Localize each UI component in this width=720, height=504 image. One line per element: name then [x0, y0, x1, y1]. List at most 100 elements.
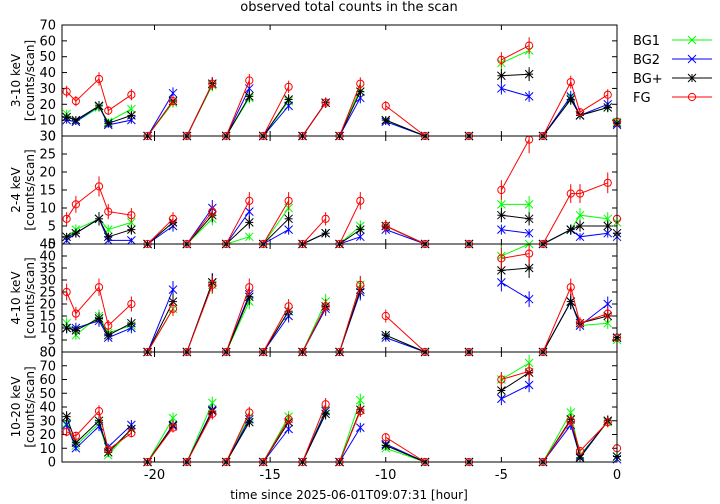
data-point [381, 311, 390, 321]
y-tick-label: 20 [39, 98, 56, 113]
data-point [103, 330, 113, 340]
data-point [94, 182, 104, 191]
series-line [147, 100, 174, 137]
data-point [603, 221, 613, 231]
data-point [575, 189, 585, 198]
data-point [497, 254, 506, 263]
data-point [321, 228, 330, 238]
data-point [103, 118, 113, 128]
data-point [525, 367, 534, 376]
data-point [355, 225, 365, 234]
legend-marker [687, 54, 697, 64]
series-line [225, 412, 250, 463]
y-tick-label: 70 [39, 19, 56, 34]
y-tick-label: 30 [39, 82, 56, 97]
y-axis-label: 3-10 keV[counts/scan] [9, 40, 37, 121]
series-line [302, 404, 327, 463]
panel-frame [61, 351, 618, 463]
series-line [542, 214, 608, 245]
series-line [225, 211, 250, 245]
data-point [127, 218, 136, 227]
series-line [262, 105, 289, 137]
data-point [575, 210, 585, 220]
data-point [62, 214, 71, 223]
data-point [497, 278, 506, 287]
series-line [147, 308, 174, 353]
legend-entry-bg2: BG2 [633, 53, 712, 68]
data-point [208, 280, 217, 289]
data-point [355, 232, 365, 242]
data-point [381, 221, 390, 231]
data-point [127, 211, 136, 220]
data-point [71, 431, 80, 440]
data-point [603, 418, 612, 427]
series-line [262, 218, 289, 245]
data-point [71, 97, 80, 106]
series-line [385, 445, 426, 463]
series-line [339, 284, 361, 353]
data-point [603, 214, 613, 224]
series-line [225, 200, 250, 245]
series-line [302, 232, 326, 245]
data-point [497, 225, 506, 234]
series-line [147, 301, 174, 353]
data-point [497, 210, 506, 220]
y-tick-label: 10 [39, 202, 56, 217]
data-point [566, 95, 576, 104]
data-point [321, 98, 330, 107]
series-line [385, 119, 426, 137]
data-point [355, 395, 365, 405]
y-tick-label: 40 [39, 66, 56, 81]
series-line [262, 306, 290, 353]
data-point [94, 101, 104, 111]
data-point [355, 423, 365, 432]
y-tick-label: 70 [39, 359, 56, 374]
series-line [385, 229, 426, 245]
data-point [284, 302, 293, 311]
data-point [575, 453, 585, 463]
data-point [94, 214, 104, 224]
series-bg1 [62, 42, 622, 141]
y-tick-label: 60 [39, 373, 56, 388]
series-fg [62, 244, 622, 357]
series-line [501, 243, 530, 257]
series-line [501, 370, 530, 380]
series-line [385, 105, 426, 137]
data-point [207, 398, 217, 408]
data-point [524, 228, 534, 238]
data-point [497, 71, 506, 81]
x-tick-label: -10 [375, 468, 396, 483]
data-point [168, 297, 178, 306]
series-line [147, 417, 174, 463]
y-tick-label: 50 [39, 50, 56, 65]
y-axis-label-band: 2-4 keV [9, 166, 23, 212]
y-tick-label: 0 [48, 346, 56, 361]
legend-label: BG2 [633, 53, 660, 68]
data-point [62, 323, 71, 333]
data-point [62, 87, 71, 96]
data-point [284, 196, 293, 205]
data-point [321, 400, 330, 409]
data-point [525, 41, 534, 50]
data-point [603, 228, 613, 238]
series-line [225, 287, 250, 353]
y-tick-label: 40 [39, 401, 56, 416]
series-line [302, 102, 327, 137]
data-point [321, 302, 330, 311]
data-point [284, 214, 293, 224]
data-point [566, 283, 575, 292]
data-point [381, 115, 391, 125]
data-point [356, 407, 365, 416]
series-line [262, 229, 289, 245]
x-tick-label: -5 [495, 468, 508, 483]
data-point [62, 412, 71, 421]
y-axis-label: 10-20 keV[counts/scan] [9, 366, 37, 447]
data-point [127, 225, 136, 234]
y-tick-label: 10 [39, 322, 56, 337]
data-point [104, 106, 113, 115]
series-bgplus [62, 364, 622, 467]
series-line [186, 413, 213, 463]
